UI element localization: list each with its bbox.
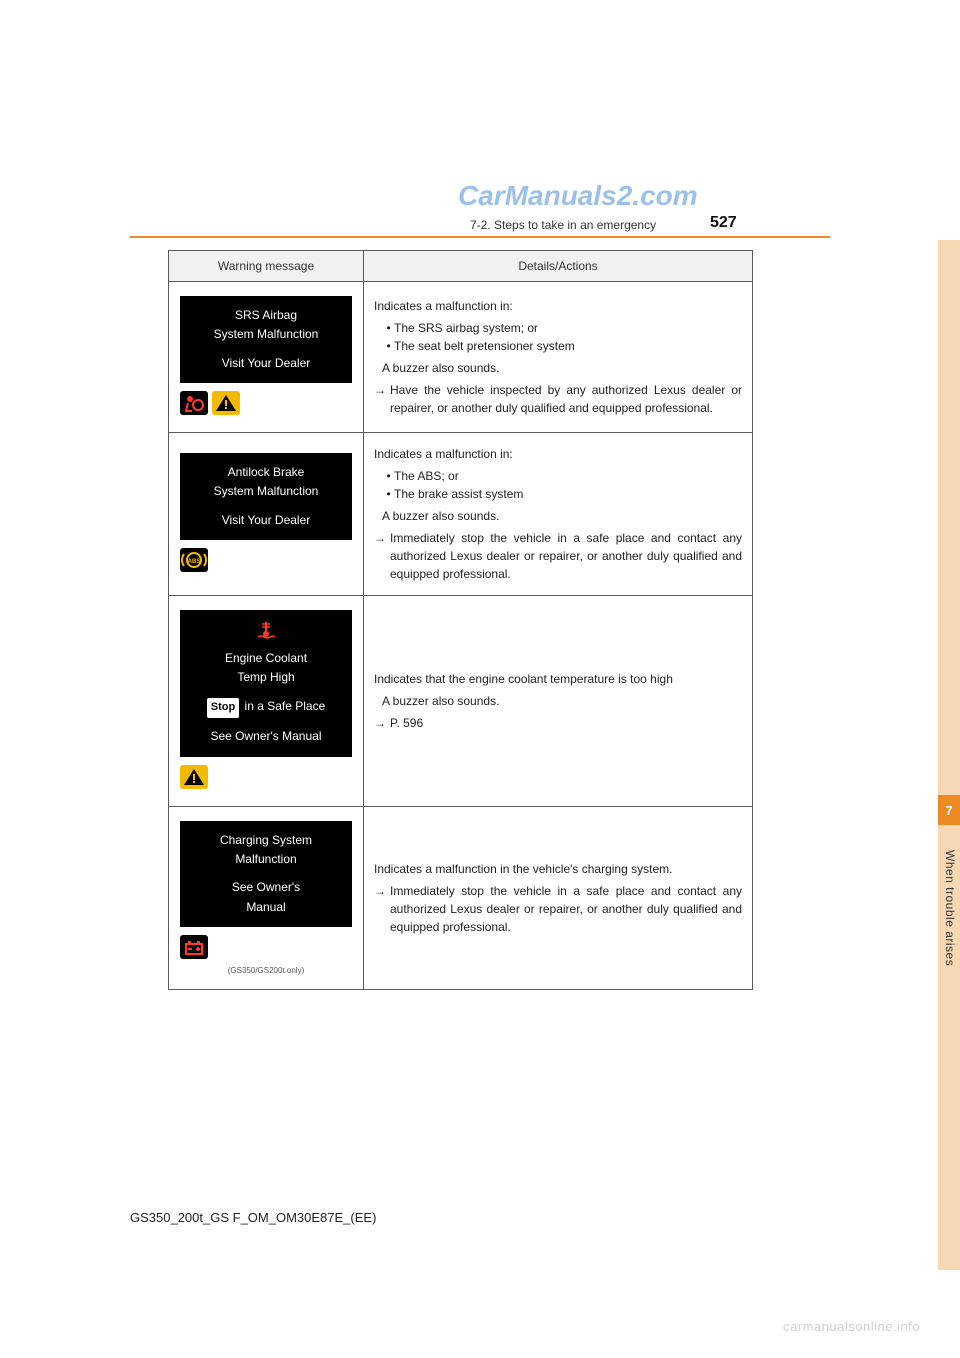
table-row: SRS AirbagSystem Malfunction Visit Your … [169,282,753,433]
details-action-text: Have the vehicle inspected by any author… [390,381,742,417]
warning-yellow-icon [180,765,208,792]
warning-message-cell: Charging SystemMalfunction See Owner'sMa… [169,806,364,989]
details-bullet: The ABS; or [394,467,742,485]
table-row: Charging SystemMalfunction See Owner'sMa… [169,806,753,989]
dashboard-screen: Engine CoolantTemp High Stop in a Safe P… [180,610,352,756]
chapter-tab: 7 [938,795,960,825]
details-action-text: Immediately stop the vehicle in a safe p… [390,882,742,936]
warning-message-cell: Engine CoolantTemp High Stop in a Safe P… [169,596,364,806]
details-subnote: A buzzer also sounds. [382,507,742,525]
details-action-text: Immediately stop the vehicle in a safe p… [390,529,742,583]
table-header-warning: Warning message [169,251,364,282]
dashboard-text-line: Manual [184,898,348,917]
arrow-icon: → [374,381,390,417]
details-bullet-list: The ABS; orThe brake assist system [394,467,742,503]
dashboard-text-line: Visit Your Dealer [184,511,348,530]
svg-text:ABS: ABS [188,559,201,565]
details-action: →Immediately stop the vehicle in a safe … [374,882,742,936]
dashboard-screen: Antilock BrakeSystem Malfunction Visit Y… [180,453,352,540]
details-cell: Indicates a malfunction in the vehicle's… [364,806,753,989]
details-cell: Indicates that the engine coolant temper… [364,596,753,806]
dashboard-screen: SRS AirbagSystem Malfunction Visit Your … [180,296,352,383]
warning-icon-row [180,935,352,962]
arrow-icon: → [374,714,390,732]
document-id: GS350_200t_GS F_OM_OM30E87E_(EE) [130,1210,376,1225]
warning-icon-row [180,391,352,418]
details-action: →Immediately stop the vehicle in a safe … [374,529,742,583]
battery-red-icon [180,935,208,962]
warning-icon-row [180,765,352,792]
abs-yellow-icon: ABS [180,548,208,575]
dashboard-text-line: Antilock Brake [184,463,348,482]
variant-caption: (GS350/GS200t only) [179,966,353,975]
warning-message-cell: Antilock BrakeSystem Malfunction Visit Y… [169,433,364,596]
table-row: Antilock BrakeSystem Malfunction Visit Y… [169,433,753,596]
dashboard-text-line [184,718,348,728]
warning-messages-table: Warning message Details/Actions SRS Airb… [168,250,753,990]
details-bullet-list: The SRS airbag system; orThe seat belt p… [394,319,742,355]
details-action: →P. 596 [374,714,742,732]
dashboard-text-line: See Owner's [184,878,348,897]
table-row: Engine CoolantTemp High Stop in a Safe P… [169,596,753,806]
dashboard-text-line [184,688,348,698]
details-bullet: The seat belt pretensioner system [394,337,742,355]
dashboard-text-line: See Owner's Manual [184,727,348,746]
details-action: →Have the vehicle inspected by any autho… [374,381,742,417]
details-bullet: The brake assist system [394,485,742,503]
details-intro: Indicates that the engine coolant temper… [374,670,742,688]
warning-message-cell: SRS AirbagSystem Malfunction Visit Your … [169,282,364,433]
side-thumb-index [938,240,960,1270]
dashboard-text-line [184,501,348,511]
details-cell: Indicates a malfunction in: The ABS; orTh… [364,433,753,596]
details-intro: Indicates a malfunction in: [374,445,742,463]
section-breadcrumb: 7-2. Steps to take in an emergency [470,218,656,232]
dashboard-text-line: Engine Coolant [184,649,348,668]
dashboard-screen: Charging SystemMalfunction See Owner'sMa… [180,821,352,927]
warning-icon-row: ABS [180,548,352,575]
header-rule [130,236,830,238]
stop-chip: Stop [207,698,239,718]
coolant-temp-icon [184,620,348,643]
arrow-icon: → [374,882,390,936]
dashboard-text-line: SRS Airbag [184,306,348,325]
dashboard-text-line: Visit Your Dealer [184,354,348,373]
details-subnote: A buzzer also sounds. [382,359,742,377]
table-header-details: Details/Actions [364,251,753,282]
watermark-top: CarManuals2.com [458,180,698,212]
dashboard-text-line [184,344,348,354]
details-subnote: A buzzer also sounds. [382,692,742,710]
details-intro: Indicates a malfunction in the vehicle's… [374,860,742,878]
page-number: 527 [710,214,737,232]
chapter-vertical-label: When trouble arises [941,850,957,966]
details-intro: Indicates a malfunction in: [374,297,742,315]
details-action-text: P. 596 [390,714,423,732]
watermark-bottom: carmanualsonline.info [783,1319,920,1334]
details-cell: Indicates a malfunction in: The SRS airba… [364,282,753,433]
arrow-icon: → [374,529,390,583]
details-bullet: The SRS airbag system; or [394,319,742,337]
warning-yellow-icon [212,391,240,418]
airbag-red-icon [180,391,208,418]
dashboard-text-line [184,869,348,879]
dashboard-text-line: Charging System [184,831,348,850]
